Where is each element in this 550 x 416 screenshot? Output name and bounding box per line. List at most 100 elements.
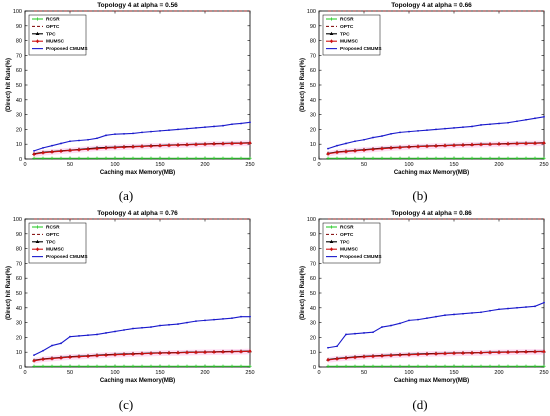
data-point [398, 364, 402, 368]
y-tick-label: 90 [16, 232, 22, 238]
data-point [488, 142, 492, 147]
data-point [114, 133, 116, 136]
data-point [167, 143, 171, 148]
data-point [176, 350, 180, 355]
data-point [158, 156, 162, 160]
y-tick-label: 0 [19, 157, 22, 163]
x-tick-label: 200 [200, 162, 209, 168]
chart-title: Topology 4 at alpha = 0.86 [391, 210, 472, 217]
data-point [435, 128, 437, 131]
legend-marker [35, 247, 40, 252]
data-point [86, 364, 90, 368]
data-point [417, 129, 419, 132]
data-point [122, 145, 126, 150]
data-point [326, 156, 330, 160]
data-point [353, 148, 357, 153]
y-tick-label: 80 [16, 247, 22, 253]
data-point [452, 143, 456, 148]
data-point [345, 333, 347, 336]
data-point [195, 320, 197, 323]
data-point [248, 364, 252, 368]
data-point [398, 156, 402, 160]
data-point [248, 156, 252, 160]
data-point [489, 309, 491, 312]
legend-label: TPC [340, 31, 350, 37]
data-point [51, 144, 53, 147]
data-point [471, 125, 473, 128]
data-point [461, 143, 465, 148]
data-point [77, 354, 81, 359]
data-point [389, 146, 393, 151]
legend-marker [329, 17, 334, 21]
data-point [407, 145, 411, 150]
data-point [213, 318, 215, 321]
legend-marker [329, 239, 334, 243]
data-point [408, 319, 410, 322]
data-point [41, 364, 45, 368]
y-tick-label: 20 [310, 335, 316, 341]
legend-label: MUMSC [46, 39, 65, 45]
x-tick-label: 0 [23, 162, 26, 168]
legend-label: Proposed CMUMS [46, 46, 88, 52]
data-point [68, 355, 72, 360]
data-point [362, 156, 366, 160]
data-point [488, 350, 492, 355]
legend-label: Proposed CMUMS [46, 254, 88, 260]
legend-label: RCSR [46, 225, 60, 231]
data-point [434, 351, 438, 356]
chart-panel-b: Topology 4 at alpha = 0.66 0 10 20 30 40 50 60 7… [300, 2, 549, 203]
y-tick-label: 10 [310, 142, 316, 148]
data-point [131, 156, 135, 160]
data-point [380, 353, 384, 358]
data-point [149, 156, 153, 160]
data-point [194, 364, 198, 368]
y-axis-label: (Direct) hit Rate(%) [300, 58, 306, 112]
data-point [435, 315, 437, 318]
x-axis-label: Caching max Memory(MB) [394, 170, 469, 176]
y-axis-label: (Direct) hit Rate(%) [6, 58, 12, 112]
x-axis-label: Caching max Memory(MB) [100, 170, 175, 176]
data-point [372, 136, 374, 139]
y-tick-label: 0 [313, 157, 316, 163]
data-point [95, 146, 99, 151]
y-tick-label: 50 [310, 291, 316, 297]
data-point [122, 364, 126, 368]
chart-title: Topology 4 at alpha = 0.56 [97, 2, 178, 9]
data-point [497, 364, 501, 368]
y-tick-label: 40 [16, 98, 22, 104]
data-point [104, 146, 108, 151]
y-tick-label: 30 [310, 113, 316, 119]
data-point [240, 315, 242, 318]
data-point [434, 143, 438, 148]
data-point [222, 318, 224, 320]
data-point [488, 364, 492, 368]
y-tick-label: 80 [310, 247, 316, 253]
series-proposed-cmums [33, 315, 251, 357]
chart-title: Topology 4 at alpha = 0.66 [391, 2, 472, 9]
y-tick-label: 100 [13, 217, 22, 223]
data-point [335, 364, 339, 368]
y-tick-label: 0 [19, 365, 22, 371]
y-tick-label: 0 [313, 365, 316, 371]
x-tick-label: 250 [539, 162, 548, 168]
data-point [113, 364, 117, 368]
data-point [204, 319, 206, 322]
data-point [389, 353, 393, 358]
data-point [335, 156, 339, 160]
data-point [426, 317, 428, 320]
data-point [213, 125, 215, 128]
series-mumsc [32, 349, 252, 363]
data-point [461, 351, 465, 356]
series-mumsc [326, 141, 546, 156]
data-point [362, 148, 366, 153]
data-point [131, 144, 135, 149]
data-point [525, 118, 527, 121]
data-point [470, 350, 474, 355]
data-point [380, 146, 384, 151]
data-point [230, 156, 234, 160]
legend-label: MUMSC [340, 247, 359, 253]
data-point [443, 156, 447, 160]
